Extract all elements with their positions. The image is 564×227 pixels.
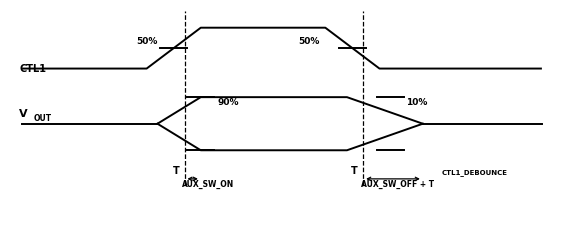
Text: CTL1: CTL1 xyxy=(19,64,46,74)
Text: 10%: 10% xyxy=(407,98,428,107)
Text: OUT: OUT xyxy=(34,114,52,123)
Text: V: V xyxy=(19,109,28,118)
Text: AUX_SW_ON: AUX_SW_ON xyxy=(182,180,234,189)
Text: T: T xyxy=(351,166,358,176)
Text: AUX_SW_OFF + T: AUX_SW_OFF + T xyxy=(360,180,434,189)
Text: 50%: 50% xyxy=(136,37,157,46)
Text: T: T xyxy=(173,166,179,176)
Text: 90%: 90% xyxy=(217,98,239,107)
Text: 50%: 50% xyxy=(298,37,320,46)
Text: CTL1_DEBOUNCE: CTL1_DEBOUNCE xyxy=(442,169,508,176)
